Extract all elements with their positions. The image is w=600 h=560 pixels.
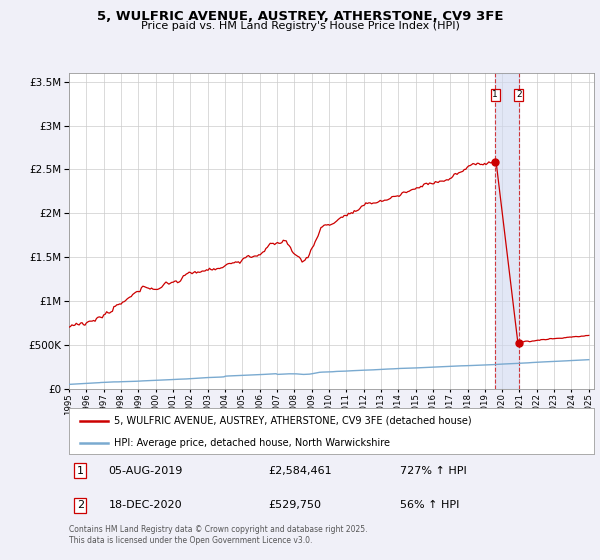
Text: 56% ↑ HPI: 56% ↑ HPI <box>400 500 459 510</box>
Text: £529,750: £529,750 <box>269 500 322 510</box>
Text: 5, WULFRIC AVENUE, AUSTREY, ATHERSTONE, CV9 3FE: 5, WULFRIC AVENUE, AUSTREY, ATHERSTONE, … <box>97 10 503 23</box>
Text: 05-AUG-2019: 05-AUG-2019 <box>109 466 183 476</box>
Text: 18-DEC-2020: 18-DEC-2020 <box>109 500 182 510</box>
Text: Price paid vs. HM Land Registry's House Price Index (HPI): Price paid vs. HM Land Registry's House … <box>140 21 460 31</box>
Text: Contains HM Land Registry data © Crown copyright and database right 2025.
This d: Contains HM Land Registry data © Crown c… <box>69 525 367 545</box>
Text: 1: 1 <box>77 466 84 476</box>
Text: HPI: Average price, detached house, North Warwickshire: HPI: Average price, detached house, Nort… <box>113 438 389 449</box>
Text: 2: 2 <box>77 500 84 510</box>
Text: £2,584,461: £2,584,461 <box>269 466 332 476</box>
Text: 2: 2 <box>516 90 521 99</box>
Text: 1: 1 <box>492 90 498 99</box>
Text: 5, WULFRIC AVENUE, AUSTREY, ATHERSTONE, CV9 3FE (detached house): 5, WULFRIC AVENUE, AUSTREY, ATHERSTONE, … <box>113 416 471 426</box>
Bar <box>495 73 519 389</box>
Text: 727% ↑ HPI: 727% ↑ HPI <box>400 466 467 476</box>
